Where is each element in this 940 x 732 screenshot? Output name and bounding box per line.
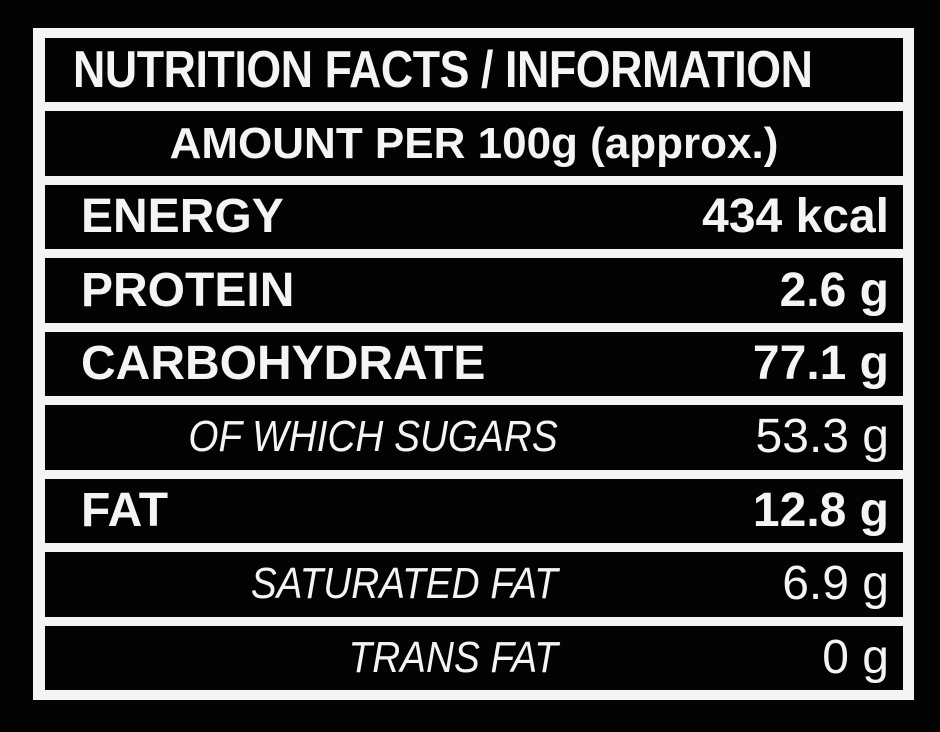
nutrient-value: 2.6 g [779, 263, 889, 317]
nutrient-row-carbohydrate: CARBOHYDRATE 77.1 g [45, 331, 903, 397]
nutrient-row-fat: FAT 12.8 g [45, 478, 903, 544]
nutrient-label: ENERGY [81, 190, 284, 244]
nutrient-row-energy: ENERGY 434 kcal [45, 184, 903, 250]
title-row: NUTRITION FACTS / INFORMATION [45, 38, 903, 103]
nutrition-facts-table: NUTRITION FACTS / INFORMATION AMOUNT PER… [33, 28, 914, 700]
nutrient-value: 53.3 g [755, 410, 889, 464]
subtitle-row: AMOUNT PER 100g (approx.) [45, 111, 903, 176]
nutrient-label: CARBOHYDRATE [81, 336, 486, 390]
nutrient-label: SATURATED FAT [251, 559, 558, 609]
nutrient-row-sugars: OF WHICH SUGARS 53.3 g [45, 405, 903, 470]
nutrient-value: 12.8 g [752, 483, 889, 537]
nutrient-label: PROTEIN [81, 263, 295, 317]
nutrient-value: 434 kcal [702, 190, 889, 244]
nutrient-row-protein: PROTEIN 2.6 g [45, 258, 903, 323]
serving-basis: AMOUNT PER 100g (approx.) [169, 118, 779, 168]
nutrient-value: 0 g [822, 630, 889, 684]
nutrient-label: TRANS FAT [348, 632, 558, 682]
nutrient-label: FAT [81, 483, 169, 537]
nutrient-value: 6.9 g [782, 557, 889, 611]
nutrient-value: 77.1 g [752, 336, 889, 390]
nutrient-row-saturated-fat: SATURATED FAT 6.9 g [45, 552, 903, 617]
nutrient-row-trans-fat: TRANS FAT 0 g [45, 625, 903, 690]
nutrient-label: OF WHICH SUGARS [188, 412, 558, 462]
table-title: NUTRITION FACTS / INFORMATION [73, 41, 813, 100]
